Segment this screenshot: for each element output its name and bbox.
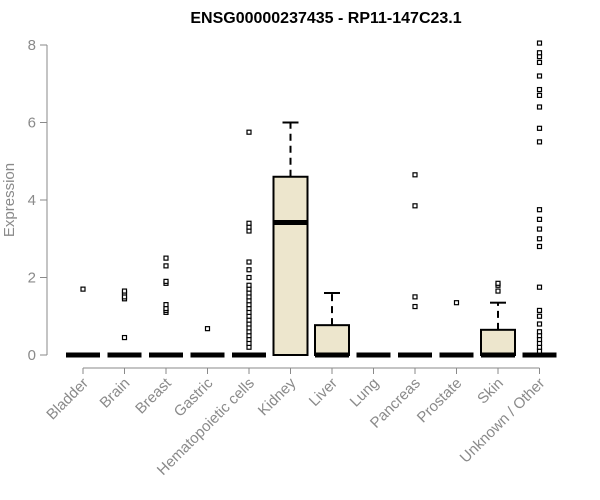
outlier-point <box>536 321 543 327</box>
y-tick-label: 8 <box>28 37 36 54</box>
outlier-point <box>536 284 543 290</box>
outlier-point <box>246 267 252 273</box>
x-tick-label: Prostate <box>414 375 466 427</box>
outlier-point <box>246 129 252 135</box>
outlier-point <box>536 207 543 213</box>
outlier-point <box>536 139 543 145</box>
outlier-point <box>121 288 128 294</box>
outlier-point <box>412 303 418 310</box>
box-liver <box>314 292 350 358</box>
box-iqr <box>314 324 350 357</box>
y-tick-label: 6 <box>28 115 36 132</box>
box-skin <box>480 301 516 358</box>
outlier-point <box>121 334 128 341</box>
outlier-point <box>163 255 169 261</box>
x-tick-label: Skin <box>474 375 507 408</box>
outliers-layer <box>80 40 543 354</box>
outlier-point <box>163 302 169 308</box>
outlier-point <box>536 329 543 335</box>
outlier-point <box>495 280 501 286</box>
x-tick-label: Brain <box>97 375 134 412</box>
outlier-point <box>536 226 543 232</box>
outlier-point <box>536 92 543 98</box>
outlier-point <box>536 86 543 93</box>
chart-title: ENSG00000237435 - RP11-147C23.1 <box>190 10 461 27</box>
outlier-point <box>246 282 252 288</box>
outlier-point <box>412 172 418 178</box>
boxes-layer <box>66 121 557 358</box>
x-tick-label: Liver <box>306 375 341 410</box>
outlier-point <box>536 73 543 79</box>
outlier-point <box>163 263 169 269</box>
outlier-point <box>453 300 460 306</box>
outlier-point <box>80 286 86 292</box>
y-tick-label: 0 <box>28 347 36 364</box>
outlier-point <box>536 40 543 46</box>
y-tick-label: 2 <box>28 270 36 287</box>
outlier-point <box>536 307 543 314</box>
outlier-point <box>536 313 543 319</box>
x-tick-label: Lung <box>347 375 383 411</box>
outlier-point <box>204 326 211 332</box>
outlier-point <box>536 216 543 222</box>
x-tick-label: Breast <box>132 374 175 417</box>
box-kidney <box>272 121 309 356</box>
outlier-point <box>536 243 543 250</box>
outlier-point <box>163 278 169 284</box>
outlier-point <box>246 220 252 226</box>
outlier-point <box>536 236 543 242</box>
outlier-point <box>412 203 418 209</box>
y-axis-label: Expression <box>1 163 18 237</box>
box-iqr <box>272 175 309 356</box>
outlier-point <box>536 125 543 131</box>
outlier-point <box>495 288 501 294</box>
outlier-point <box>246 259 252 265</box>
outlier-point <box>536 104 543 110</box>
x-tick-label: Kidney <box>255 374 300 419</box>
y-tick-label: 4 <box>28 192 36 209</box>
outlier-point <box>246 274 252 281</box>
outlier-point <box>536 50 543 56</box>
x-tick-label: Bladder <box>43 375 92 424</box>
outlier-point <box>412 294 418 300</box>
box-iqr <box>480 328 516 356</box>
outlier-point <box>536 59 543 66</box>
